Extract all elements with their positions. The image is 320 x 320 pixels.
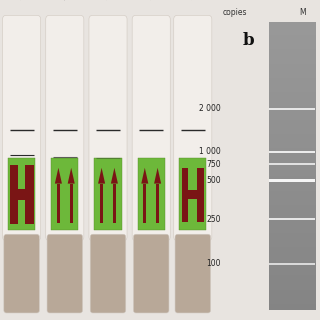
Text: 100: 100 xyxy=(206,260,221,268)
FancyBboxPatch shape xyxy=(132,15,170,241)
Bar xyxy=(179,158,206,230)
Bar xyxy=(197,168,204,222)
Text: 1 000: 1 000 xyxy=(199,148,221,156)
Bar xyxy=(70,184,73,223)
Bar xyxy=(94,158,122,230)
Bar xyxy=(269,151,315,153)
Text: 500: 500 xyxy=(206,176,221,185)
Polygon shape xyxy=(111,168,118,184)
Text: 1×10⁴: 1×10⁴ xyxy=(15,0,38,2)
Text: N: N xyxy=(187,0,197,2)
Text: 1×10²: 1×10² xyxy=(102,0,125,2)
Text: 750: 750 xyxy=(206,160,221,169)
Bar xyxy=(25,165,34,224)
Text: 1×10¹: 1×10¹ xyxy=(145,0,168,2)
Text: M: M xyxy=(299,8,306,17)
Text: 1×10⁳: 1×10⁳ xyxy=(59,0,83,2)
Text: 250: 250 xyxy=(206,215,221,224)
Bar xyxy=(57,184,60,223)
Text: b: b xyxy=(242,32,254,49)
Bar xyxy=(182,168,188,222)
Polygon shape xyxy=(55,168,62,184)
Bar xyxy=(269,163,315,165)
Text: copies: copies xyxy=(222,8,247,17)
Bar xyxy=(269,179,315,182)
Bar xyxy=(8,158,35,230)
Bar xyxy=(138,158,165,230)
FancyBboxPatch shape xyxy=(174,15,212,241)
FancyBboxPatch shape xyxy=(3,15,41,241)
Bar xyxy=(156,184,159,223)
FancyBboxPatch shape xyxy=(4,234,39,313)
Bar xyxy=(143,184,146,223)
Bar xyxy=(10,165,18,224)
FancyBboxPatch shape xyxy=(90,234,126,313)
Bar xyxy=(269,263,315,265)
Polygon shape xyxy=(68,168,75,184)
FancyBboxPatch shape xyxy=(133,234,169,313)
Bar xyxy=(182,190,204,199)
FancyBboxPatch shape xyxy=(89,15,127,241)
Bar xyxy=(269,108,315,110)
FancyBboxPatch shape xyxy=(47,234,83,313)
Bar xyxy=(100,184,103,223)
Polygon shape xyxy=(154,168,161,184)
Bar xyxy=(51,158,78,230)
Polygon shape xyxy=(98,168,105,184)
Text: 2 000: 2 000 xyxy=(199,104,221,113)
Polygon shape xyxy=(141,168,148,184)
Bar xyxy=(10,189,34,200)
Bar xyxy=(113,184,116,223)
Bar xyxy=(269,218,315,220)
FancyBboxPatch shape xyxy=(46,15,84,241)
FancyBboxPatch shape xyxy=(175,234,211,313)
